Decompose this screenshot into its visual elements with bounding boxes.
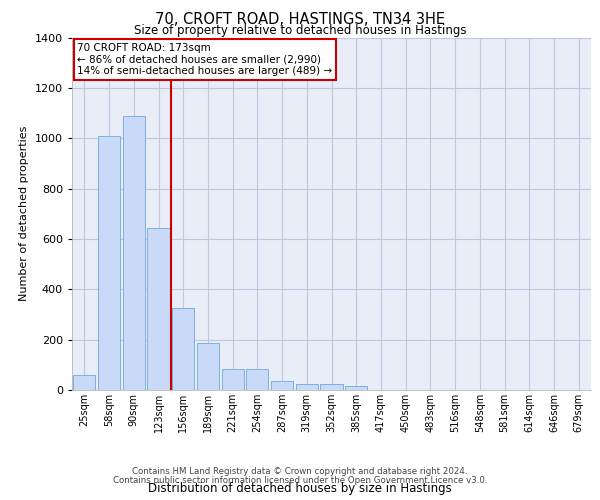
Text: 70 CROFT ROAD: 173sqm
← 86% of detached houses are smaller (2,990)
14% of semi-d: 70 CROFT ROAD: 173sqm ← 86% of detached … [77,43,332,76]
Bar [172,308,194,390]
Text: Distribution of detached houses by size in Hastings: Distribution of detached houses by size … [148,482,452,495]
Text: Size of property relative to detached houses in Hastings: Size of property relative to detached ho… [134,24,466,37]
Bar [197,344,219,390]
Text: Contains HM Land Registry data © Crown copyright and database right 2024.: Contains HM Land Registry data © Crown c… [132,467,468,476]
Bar [296,384,318,390]
Bar [271,381,293,390]
Y-axis label: Number of detached properties: Number of detached properties [19,126,29,302]
Bar [320,384,343,390]
Bar [73,375,95,390]
Text: Contains public sector information licensed under the Open Government Licence v3: Contains public sector information licen… [113,476,487,485]
Bar [122,116,145,390]
Bar [345,386,367,390]
Bar [246,368,268,390]
Bar [148,228,170,390]
Text: 70, CROFT ROAD, HASTINGS, TN34 3HE: 70, CROFT ROAD, HASTINGS, TN34 3HE [155,12,445,26]
Bar [98,136,120,390]
Bar [221,368,244,390]
